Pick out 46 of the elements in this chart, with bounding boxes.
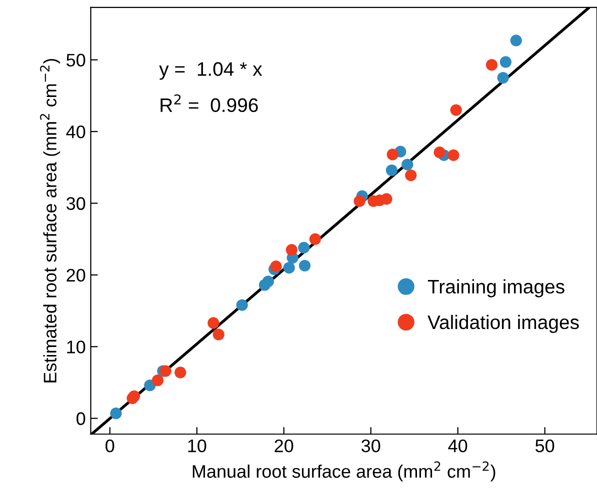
point [500, 56, 512, 68]
y-tick-label: 0 [76, 412, 86, 426]
point [450, 104, 462, 116]
x-axis-title: Manual root surface area (mm$^{2}$ cm$^{−2}$) [192, 461, 496, 482]
x-tick-label: 0 [106, 439, 114, 452]
y-tick-label: 40 [66, 125, 86, 138]
legend-label: Training images [428, 279, 564, 298]
point [286, 244, 298, 256]
x-tick-label: 50 [535, 439, 554, 452]
y-tick-label: 50 [66, 54, 86, 67]
annotation: y = 1.04 * x [159, 62, 262, 80]
point [270, 260, 282, 272]
x-tick-label: 40 [448, 439, 468, 452]
y-tick-label: 10 [67, 340, 86, 354]
y-axis-title: Estimated root surface area (mm$^{2}$ cm$^{−2}$) [40, 58, 60, 382]
point [448, 149, 460, 162]
point [126, 392, 138, 404]
point [262, 276, 274, 288]
point [380, 193, 392, 205]
point [354, 195, 366, 207]
point [386, 148, 398, 160]
x-tick-label: 30 [361, 439, 380, 452]
point [152, 374, 164, 386]
point [298, 260, 311, 272]
point [208, 317, 220, 329]
point [236, 299, 248, 311]
y-tick-label: 20 [66, 268, 86, 282]
x-tick-label: 10 [188, 439, 206, 452]
point [386, 164, 398, 176]
point [486, 59, 498, 71]
point [402, 158, 414, 170]
y-tick-label: 30 [66, 197, 86, 210]
point [309, 233, 321, 245]
point [434, 146, 446, 158]
annotation: R$^{2}$ = 0.996 [160, 94, 258, 112]
point [160, 365, 172, 377]
point [283, 262, 295, 274]
point [174, 366, 186, 378]
point [510, 34, 522, 46]
point [298, 242, 310, 254]
point [497, 72, 509, 84]
point [110, 408, 122, 420]
point [212, 328, 224, 340]
x-tick-label: 20 [274, 439, 294, 452]
point [405, 169, 417, 182]
legend-label: Validation images [428, 314, 579, 334]
